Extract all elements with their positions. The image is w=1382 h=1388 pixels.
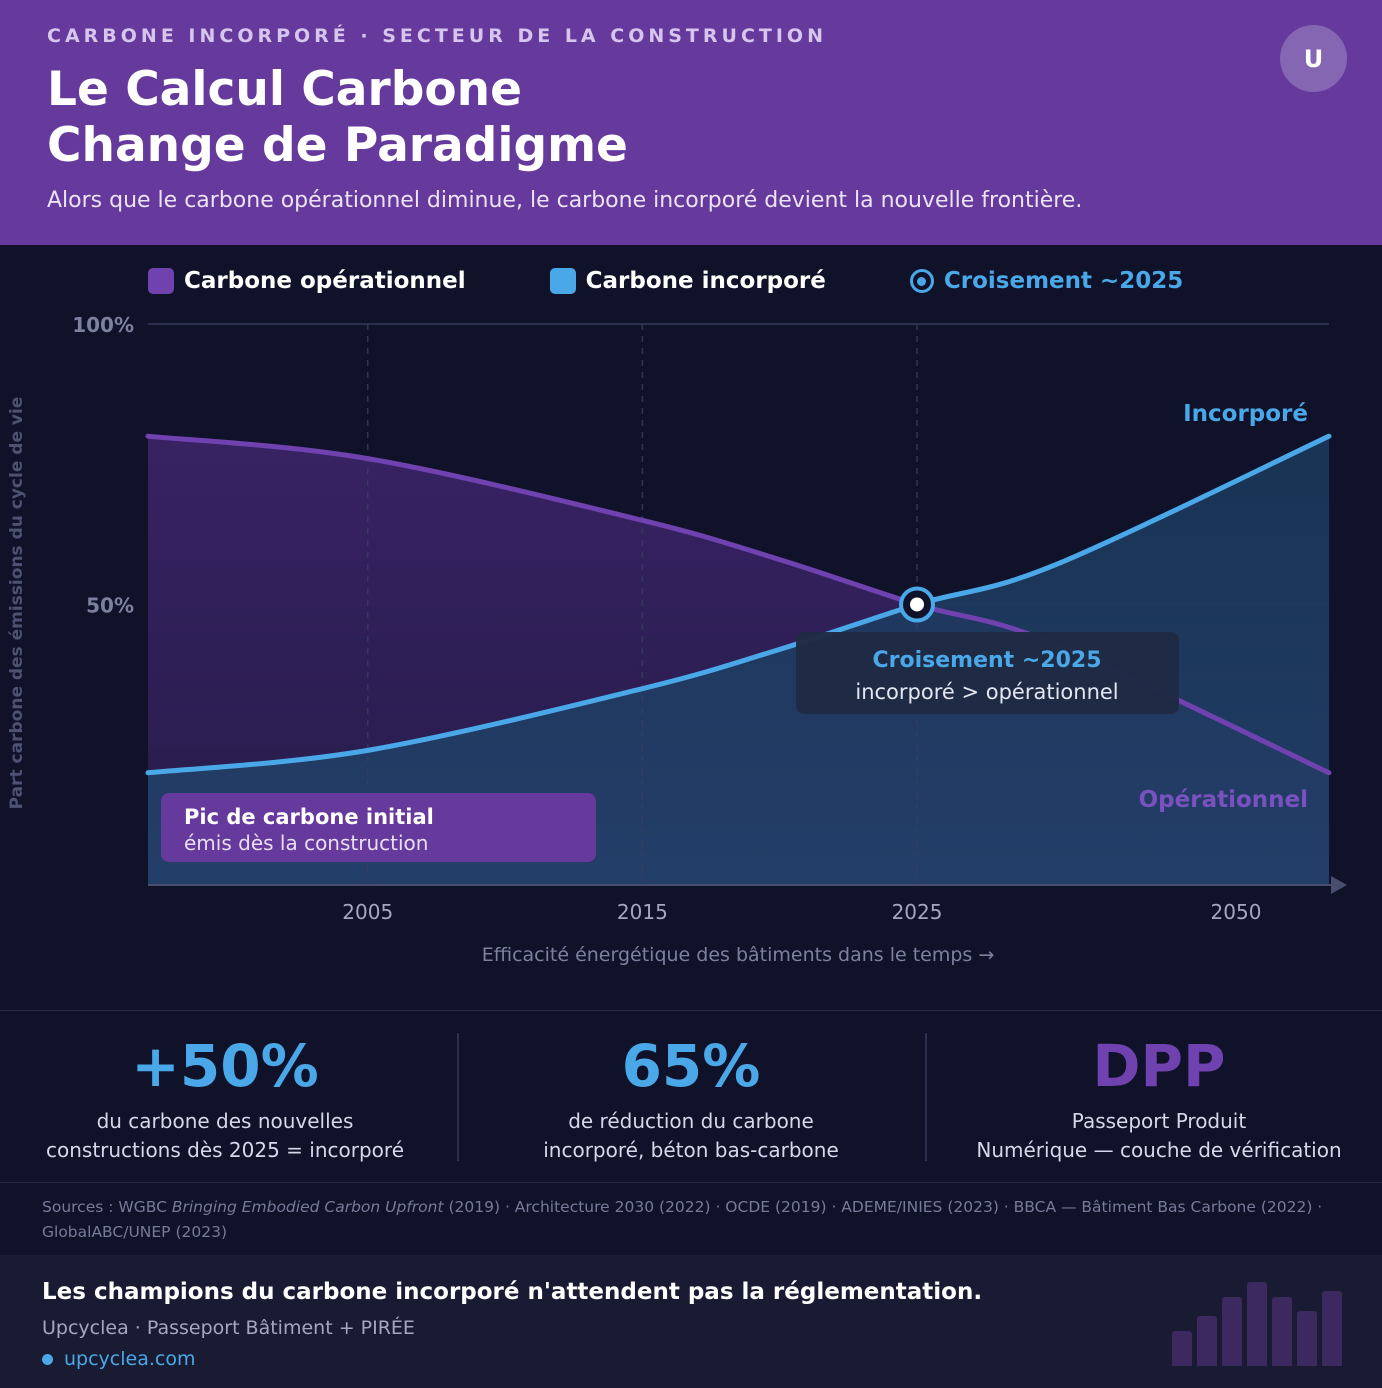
x-tick-label: 2015 [617, 900, 668, 924]
stats-row: +50% du carbone des nouvelles constructi… [0, 1010, 1382, 1183]
legend-item-embodied: Carbone incorporé [549, 268, 826, 294]
x-tick-label: 2050 [1211, 900, 1262, 924]
legend-label-operational: Carbone opérationnel [184, 268, 466, 294]
sources-prefix: Sources : WGBC [42, 1198, 172, 1216]
legend-label-embodied: Carbone incorporé [585, 268, 826, 294]
crossover-callout-title: Croisement ~2025 [872, 648, 1101, 673]
page-title: Le Calcul Carbone Change de Paradigme [47, 62, 628, 174]
y-tick-label: 100% [72, 313, 134, 337]
chart-legend: Carbone opérationnel Carbone incorporé C… [148, 265, 1183, 297]
embodied-series-label: Incorporé [1183, 401, 1308, 427]
carbon-chart: 100% 50% 2005 2015 2025 2050 Efficacité énergé… [7, 313, 1347, 966]
footer-brand: Upcyclea · Passeport Bâtiment + PIRÉE [42, 1317, 415, 1339]
peak-note-box [161, 793, 596, 862]
stat-desc-line: de réduction du carbone [568, 1109, 814, 1133]
stat-desc-line: Passeport Produit [1071, 1109, 1247, 1133]
legend-swatch-embodied [549, 268, 576, 294]
stat-description: Passeport Produit Numérique — couche de … [939, 1107, 1379, 1165]
legend-swatch-operational [148, 268, 174, 294]
sources-note: Sources : WGBC Bringing Embodied Carbon … [42, 1195, 1332, 1245]
sources-divider [0, 1182, 1382, 1183]
footer-decor-bar [1222, 1297, 1242, 1366]
footer-link-text[interactable]: upcyclea.com [64, 1348, 196, 1370]
avatar[interactable]: U [1280, 25, 1347, 92]
legend-item-operational: Carbone opérationnel [148, 268, 466, 294]
embodied-area [148, 436, 1329, 885]
stat-description: du carbone des nouvelles constructions d… [5, 1107, 445, 1165]
stat-value: 65% [621, 1032, 761, 1100]
stat-desc-line: incorporé, béton bas-carbone [543, 1138, 839, 1162]
x-axis-arrow-icon [1331, 876, 1347, 894]
y-tick-label: 50% [86, 593, 134, 617]
legend-label-crossover: Croisement ~2025 [943, 268, 1184, 294]
footer-decor-bar [1247, 1282, 1267, 1366]
footer-decor-bar [1197, 1316, 1217, 1366]
header-banner: CARBONE INCORPORÉ · SECTEUR DE LA CONSTR… [0, 0, 1382, 245]
crossover-callout-box [796, 632, 1179, 714]
stat-divider [457, 1033, 459, 1161]
eyebrow-label: CARBONE INCORPORÉ · SECTEUR DE LA CONSTR… [47, 25, 827, 47]
crossover-callout-text: incorporé > opérationnel [855, 680, 1118, 704]
embodied-line [145, 433, 1332, 776]
peak-note-text: émis dès la construction [184, 831, 428, 855]
stat-desc-line: du carbone des nouvelles [96, 1109, 354, 1133]
operational-series-label: Opérationnel [1139, 787, 1308, 813]
dot-icon [42, 1353, 53, 1365]
x-tick-label: 2005 [342, 900, 393, 924]
sources-title: Bringing Embodied Carbon Upfront [171, 1198, 444, 1216]
stat-dpp: DPP Passeport Produit Numérique — couche… [939, 1033, 1379, 1165]
footer-decor-bar [1297, 1311, 1317, 1366]
title-line-2: Change de Paradigme [47, 118, 628, 173]
footer-decor-bar [1172, 1330, 1192, 1366]
stat-desc-line: Numérique — couche de vérification [976, 1138, 1342, 1162]
stat-reduction: 65% de réduction du carbone incorporé, b… [471, 1033, 911, 1165]
title-line-1: Le Calcul Carbone [47, 62, 522, 117]
x-axis-title: Efficacité énergétique des bâtiments dan… [482, 944, 995, 966]
page-subtitle: Alors que le carbone opérationnel diminu… [47, 188, 1083, 213]
y-axis-title: Part carbone des émissions du cycle de v… [7, 397, 27, 810]
sources-rest: (2019) · Architecture 2030 (2022) · OCDE… [42, 1198, 1323, 1241]
footer-tagline: Les champions du carbone incorporé n'att… [42, 1279, 983, 1305]
stat-value: DPP [1092, 1032, 1226, 1100]
footer-decor-bar [1272, 1297, 1292, 1366]
footer: Les champions du carbone incorporé n'att… [0, 1255, 1382, 1388]
stat-desc-line: constructions dès 2025 = incorporé [45, 1138, 404, 1162]
chart-area: Carbone opérationnel Carbone incorporé C… [0, 245, 1382, 1010]
target-icon [909, 269, 934, 293]
stat-embodied-share: +50% du carbone des nouvelles constructi… [5, 1033, 445, 1165]
x-tick-label: 2025 [892, 900, 943, 924]
stat-divider [925, 1033, 927, 1161]
crossover-point [910, 597, 925, 612]
stat-description: de réduction du carbone incorporé, béton… [471, 1107, 911, 1165]
footer-link[interactable]: upcyclea.com [42, 1348, 195, 1370]
footer-decor-bar [1322, 1291, 1342, 1366]
peak-note-title: Pic de carbone initial [184, 805, 434, 829]
legend-item-crossover: Croisement ~2025 [909, 268, 1184, 294]
stat-value: +50% [131, 1032, 319, 1100]
